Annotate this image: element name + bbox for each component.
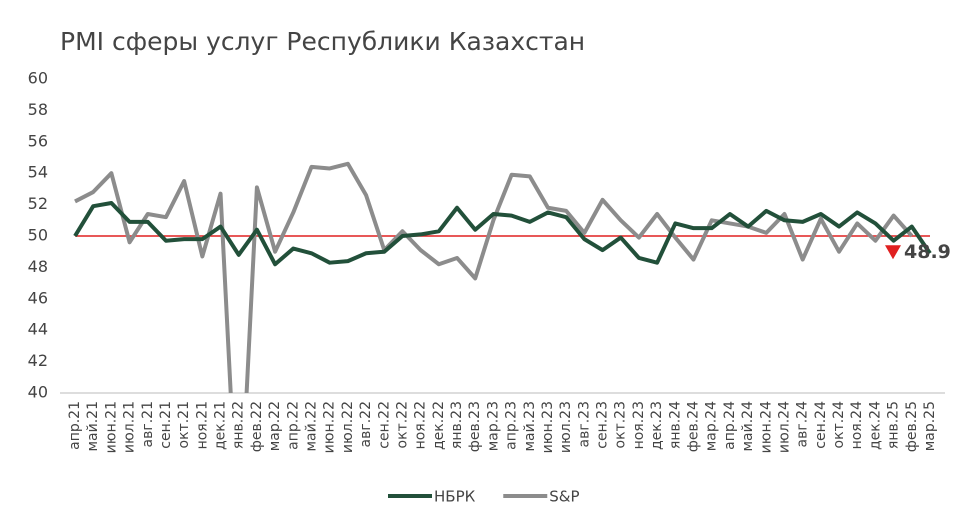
x-tick-label: фев.25: [904, 401, 920, 452]
x-tick-label: окт.21: [176, 401, 192, 448]
x-tick-label: дек.23: [649, 401, 665, 450]
x-tick-label: авг.24: [795, 401, 811, 448]
line-series: [73, 201, 932, 267]
x-tick-label: дек.22: [431, 401, 447, 450]
value-label: 48.9: [904, 241, 951, 263]
x-tick-label: янв.25: [886, 401, 902, 449]
x-tick-label: фев.24: [686, 401, 702, 452]
y-tick-label: 46: [28, 288, 48, 307]
x-tick-label: сен.23: [595, 401, 611, 449]
x-tick-label: июл.23: [558, 401, 574, 453]
y-tick-label: 52: [28, 194, 48, 213]
y-tick-label: 58: [28, 100, 48, 119]
x-tick-label: июн.21: [103, 401, 119, 453]
y-tick-label: 60: [28, 69, 48, 88]
y-tick-label: 54: [28, 163, 48, 182]
x-tick-label: сен.22: [376, 401, 392, 449]
x-tick-label: ноя.21: [194, 401, 210, 449]
x-tick-label: июл.22: [340, 401, 356, 453]
y-tick-label: 56: [28, 131, 48, 150]
x-tick-label: июн.22: [322, 401, 338, 453]
down-marker: [885, 245, 901, 260]
x-tick-label: мар.25: [922, 401, 938, 451]
x-tick-label: ноя.24: [849, 401, 865, 449]
chart-title: PMI сферы услуг Республики Казахстан: [60, 27, 585, 56]
x-tick-label: ноя.22: [413, 401, 429, 449]
x-tick-label: сен.21: [158, 401, 174, 449]
x-tick-label: авг.22: [358, 401, 374, 447]
x-tick-label: апр.24: [722, 401, 738, 450]
y-tick-label: 44: [28, 320, 48, 339]
x-tick-label: май.23: [522, 401, 538, 452]
plot-area: [73, 161, 932, 393]
legend-label[interactable]: НБРК: [434, 488, 476, 506]
x-tick-label: фев.23: [467, 401, 483, 452]
x-tick-label: янв.23: [449, 401, 465, 449]
x-tick-label: июл.21: [122, 401, 138, 453]
y-tick-label: 50: [28, 226, 48, 245]
x-tick-label: окт.24: [831, 401, 847, 449]
x-tick-label: май.24: [740, 401, 756, 452]
x-tick-label: май.22: [303, 401, 319, 452]
x-tick-label: апр.22: [285, 401, 301, 450]
x-tick-label: мар.22: [267, 401, 283, 451]
x-tick-label: июн.24: [758, 401, 774, 453]
x-tick-label: авг.21: [140, 401, 156, 447]
line-series: [74, 161, 914, 393]
y-tick-label: 42: [28, 351, 48, 370]
x-tick-label: апр.23: [504, 401, 520, 450]
x-tick-label: май.21: [85, 401, 101, 452]
y-tick-label: 48: [28, 257, 48, 276]
legend-label[interactable]: S&P: [549, 488, 579, 506]
x-tick-label: дек.21: [213, 401, 229, 450]
x-tick-label: мар.24: [704, 401, 720, 451]
x-tick-label: янв.22: [231, 401, 247, 449]
x-tick-label: дек.24: [867, 401, 883, 450]
x-tick-label: июн.23: [540, 401, 556, 453]
y-tick-label: 40: [28, 383, 48, 402]
x-tick-label: апр.21: [67, 401, 83, 450]
x-tick-label: июл.24: [776, 401, 792, 453]
x-tick-label: янв.24: [667, 401, 683, 449]
x-tick-label: авг.23: [576, 401, 592, 447]
x-tick-label: фев.22: [249, 401, 265, 452]
x-tick-label: окт.23: [613, 401, 629, 448]
x-tick-label: мар.23: [485, 401, 501, 451]
x-tick-label: сен.24: [813, 401, 829, 449]
x-tick-label: окт.22: [394, 401, 410, 448]
x-tick-label: ноя.23: [631, 401, 647, 449]
